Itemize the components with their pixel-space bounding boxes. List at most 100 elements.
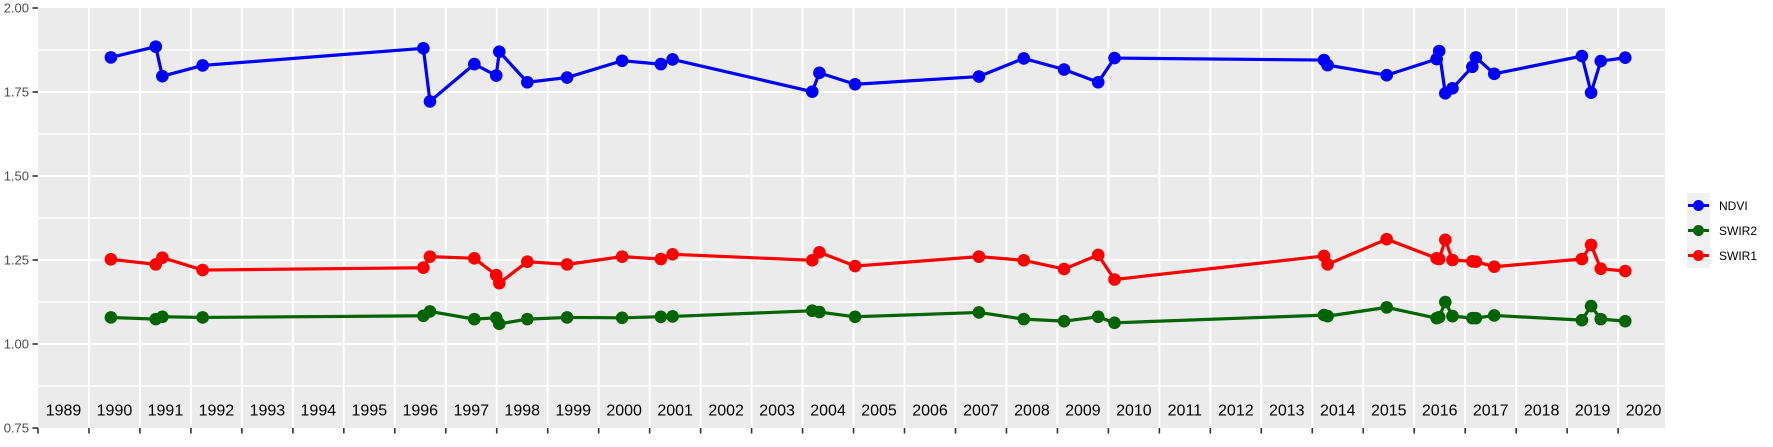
data-point-ndvi: [196, 59, 209, 72]
data-point-swir1: [417, 261, 430, 275]
x-axis-year-label: 2011: [1168, 403, 1203, 420]
legend-item-ndvi: NDVI: [1687, 193, 1757, 218]
x-axis-year-label: 2020: [1626, 403, 1662, 420]
data-point-swir2: [468, 312, 481, 326]
data-point-swir1: [1575, 252, 1589, 266]
data-point-ndvi: [1575, 49, 1589, 63]
data-point-ndvi: [1017, 52, 1031, 65]
legend-point-icon: [1693, 225, 1704, 236]
data-point-ndvi: [149, 40, 163, 53]
legend-key-ndvi: [1687, 193, 1710, 218]
data-point-swir1: [654, 252, 668, 266]
data-point-swir2: [1108, 316, 1121, 330]
x-axis-year-label: 2012: [1218, 403, 1254, 420]
data-point-swir1: [1321, 258, 1334, 271]
data-point-swir2: [666, 310, 679, 323]
data-point-swir2: [492, 317, 506, 331]
data-point-ndvi: [104, 51, 118, 64]
data-point-swir1: [1380, 232, 1393, 246]
data-point-ndvi: [848, 77, 862, 91]
legend-item-swir2: SWIR2: [1687, 218, 1757, 243]
x-axis-year-label: 2016: [1422, 403, 1458, 420]
x-axis-year-label: 2017: [1473, 403, 1509, 420]
data-point-swir2: [654, 310, 668, 324]
data-point-swir1: [1618, 264, 1632, 278]
legend-item-swir1: SWIR1: [1687, 243, 1757, 268]
data-point-swir1: [972, 250, 986, 263]
data-point-ndvi: [615, 54, 629, 68]
data-point-swir2: [1618, 314, 1632, 328]
data-point-swir1: [196, 263, 209, 277]
data-point-swir1: [1487, 260, 1501, 274]
y-axis-label: 0.75: [4, 421, 29, 436]
data-point-swir2: [1017, 312, 1031, 326]
data-point-swir2: [196, 311, 209, 324]
data-point-swir1: [1091, 248, 1105, 262]
data-point-ndvi: [813, 66, 826, 80]
data-point-swir1: [1584, 238, 1598, 252]
x-axis-year-label: 2018: [1524, 403, 1560, 420]
data-point-ndvi: [468, 57, 481, 71]
data-point-ndvi: [156, 69, 169, 83]
data-point-ndvi: [521, 75, 534, 89]
x-axis-year-label: 2019: [1575, 403, 1611, 420]
data-point-ndvi: [417, 42, 430, 55]
data-point-swir1: [1432, 252, 1446, 266]
data-point-ndvi: [492, 45, 506, 58]
data-point-swir1: [1057, 262, 1071, 276]
data-point-swir1: [615, 250, 629, 263]
y-axis-label: 1.50: [4, 169, 29, 184]
x-axis-year-label: 1990: [97, 403, 133, 420]
data-point-ndvi: [1618, 51, 1632, 65]
data-point-swir2: [1469, 311, 1483, 325]
data-point-ndvi: [1091, 75, 1105, 89]
data-point-ndvi: [972, 70, 986, 83]
data-point-swir2: [104, 311, 118, 324]
legend-point-icon: [1693, 250, 1704, 261]
x-axis-year-label: 2002: [708, 403, 744, 420]
data-point-swir1: [1469, 255, 1483, 268]
x-axis-year-label: 1992: [199, 403, 235, 420]
data-point-ndvi: [666, 53, 679, 66]
data-point-swir2: [1594, 312, 1608, 326]
data-point-swir2: [813, 305, 826, 319]
x-axis-year-label: 2001: [657, 403, 693, 420]
data-point-swir2: [156, 310, 169, 324]
x-axis-year-label: 2008: [1014, 403, 1050, 420]
data-point-swir1: [560, 258, 574, 271]
data-point-swir1: [1594, 262, 1608, 276]
data-point-ndvi: [1584, 86, 1598, 99]
data-point-swir2: [615, 311, 629, 325]
x-axis-year-label: 2003: [759, 403, 795, 420]
legend-key-swir2: [1687, 218, 1710, 243]
data-point-ndvi: [1108, 51, 1121, 65]
y-axis-label: 1.00: [4, 337, 29, 352]
x-axis-year-label: 1991: [148, 403, 184, 420]
data-point-swir1: [1108, 273, 1121, 286]
data-point-ndvi: [489, 69, 503, 82]
x-axis-year-label: 2004: [810, 403, 846, 420]
data-point-ndvi: [1432, 44, 1446, 58]
y-axis-label: 1.25: [4, 253, 29, 268]
data-point-ndvi: [1446, 82, 1459, 95]
data-point-swir2: [1575, 313, 1589, 327]
data-point-swir2: [1321, 309, 1334, 323]
x-axis-year-label: 2007: [963, 403, 999, 420]
data-point-swir2: [848, 310, 862, 324]
x-axis-year-label: 1999: [555, 403, 591, 420]
data-point-swir2: [1487, 309, 1501, 322]
x-axis-year-label: 2005: [861, 403, 897, 420]
data-point-swir1: [1446, 253, 1459, 267]
data-point-swir1: [423, 250, 437, 263]
data-point-swir2: [423, 305, 437, 318]
x-axis-year-label: 2009: [1065, 403, 1101, 420]
data-point-swir1: [468, 252, 481, 265]
data-point-swir1: [805, 254, 819, 267]
legend: NDVI SWIR2 SWIR1: [1687, 193, 1757, 268]
x-axis-year-label: 1994: [301, 403, 337, 420]
data-point-ndvi: [1321, 58, 1334, 72]
data-point-swir2: [560, 311, 574, 324]
x-axis-year-label: 1996: [402, 403, 438, 420]
data-point-ndvi: [560, 71, 574, 84]
